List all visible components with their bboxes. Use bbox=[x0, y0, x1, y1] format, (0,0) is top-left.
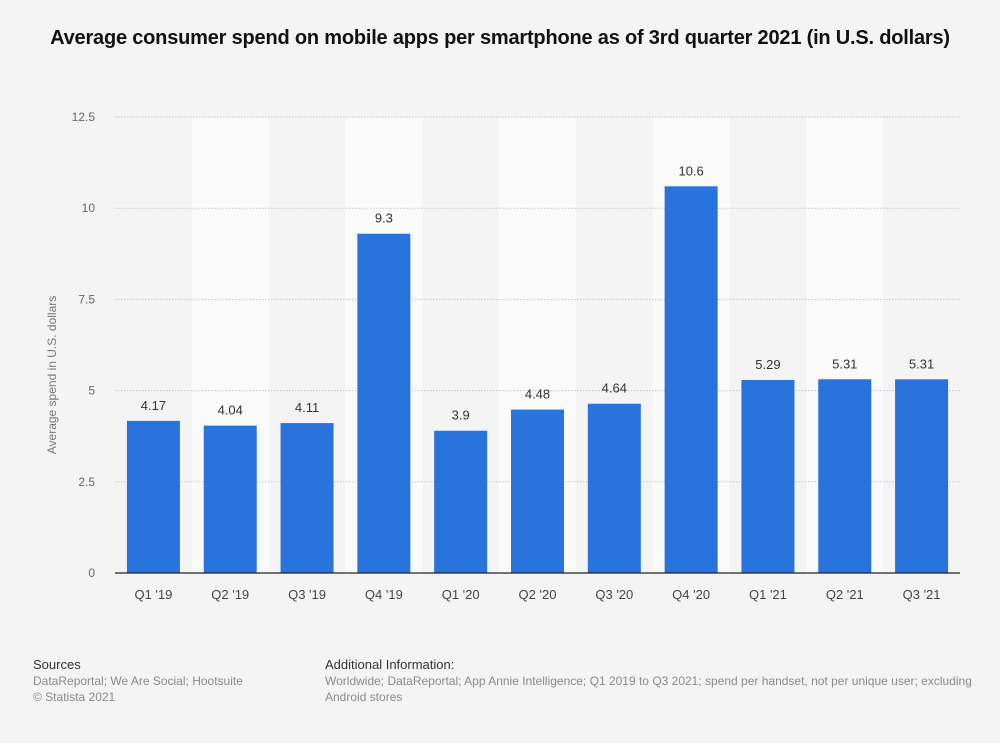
additional-info-heading: Additional Information: bbox=[325, 657, 455, 672]
data-label: 5.29 bbox=[755, 357, 780, 372]
bar[interactable] bbox=[818, 379, 872, 573]
bar[interactable] bbox=[280, 423, 334, 573]
x-tick-label: Q1 '20 bbox=[442, 587, 480, 602]
bar[interactable] bbox=[895, 379, 949, 573]
x-tick-label: Q1 '21 bbox=[749, 587, 787, 602]
y-tick-label: 10 bbox=[82, 201, 96, 215]
x-tick-label: Q2 '21 bbox=[826, 587, 864, 602]
x-tick-label: Q3 '20 bbox=[595, 587, 633, 602]
sources-text[interactable]: DataReportal; We Are Social; Hootsuite bbox=[33, 674, 243, 688]
y-tick-label: 12.5 bbox=[72, 110, 96, 124]
bar[interactable] bbox=[587, 403, 641, 573]
x-tick-label: Q3 '21 bbox=[903, 587, 941, 602]
bar[interactable] bbox=[741, 380, 795, 573]
x-tick-label: Q4 '20 bbox=[672, 587, 710, 602]
data-label: 3.9 bbox=[452, 408, 470, 423]
additional-info-line-1: Worldwide; DataReportal; App Annie Intel… bbox=[325, 674, 972, 688]
data-labels: 4.17 4.04 4.11 9.3 3.9 4.48 4.64 10.6 5.29 5.31 5.… bbox=[141, 163, 934, 422]
additional-info-line-2: Android stores bbox=[325, 690, 403, 704]
bar[interactable] bbox=[203, 425, 257, 573]
y-tick-label: 7.5 bbox=[78, 292, 95, 306]
data-label: 9.3 bbox=[375, 211, 393, 226]
x-tick-label: Q2 '19 bbox=[211, 587, 249, 602]
bars bbox=[126, 186, 949, 573]
x-tick-label: Q1 '19 bbox=[134, 587, 172, 602]
y-tick-label: 0 bbox=[88, 566, 95, 580]
bar[interactable] bbox=[511, 409, 564, 573]
copyright: © Statista 2021 bbox=[33, 690, 116, 704]
data-label: 5.31 bbox=[832, 356, 857, 371]
data-label: 10.6 bbox=[678, 163, 703, 178]
data-label: 4.48 bbox=[525, 387, 550, 402]
data-label: 4.64 bbox=[602, 381, 627, 396]
x-tick-label: Q4 '19 bbox=[365, 587, 403, 602]
y-tick-label: 5 bbox=[88, 384, 95, 398]
sources-section: Sources DataReportal; We Are Social; Hoo… bbox=[33, 657, 243, 705]
x-tick-label: Q3 '19 bbox=[288, 587, 326, 602]
bar[interactable] bbox=[664, 186, 718, 573]
y-axis-ticks: 0 2.5 5 7.5 10 12.5 bbox=[72, 110, 96, 580]
chart-title: Average consumer spend on mobile apps pe… bbox=[50, 27, 950, 49]
bar[interactable] bbox=[126, 420, 180, 573]
y-axis-title: Average spend in U.S. dollars bbox=[45, 296, 59, 455]
additional-info-section: Additional Information: Worldwide; DataR… bbox=[325, 657, 972, 705]
data-label: 4.04 bbox=[218, 403, 243, 418]
bar[interactable] bbox=[434, 430, 488, 573]
data-label: 5.31 bbox=[909, 356, 934, 371]
data-label: 4.11 bbox=[295, 400, 319, 415]
y-tick-label: 2.5 bbox=[78, 475, 95, 489]
x-tick-label: Q2 '20 bbox=[519, 587, 557, 602]
sources-heading: Sources bbox=[33, 657, 81, 672]
data-label: 4.17 bbox=[141, 398, 166, 413]
bar[interactable] bbox=[357, 233, 411, 573]
x-axis-labels: Q1 '19 Q2 '19 Q3 '19 Q4 '19 Q1 '20 Q2 '20 Q3 '… bbox=[134, 587, 940, 602]
